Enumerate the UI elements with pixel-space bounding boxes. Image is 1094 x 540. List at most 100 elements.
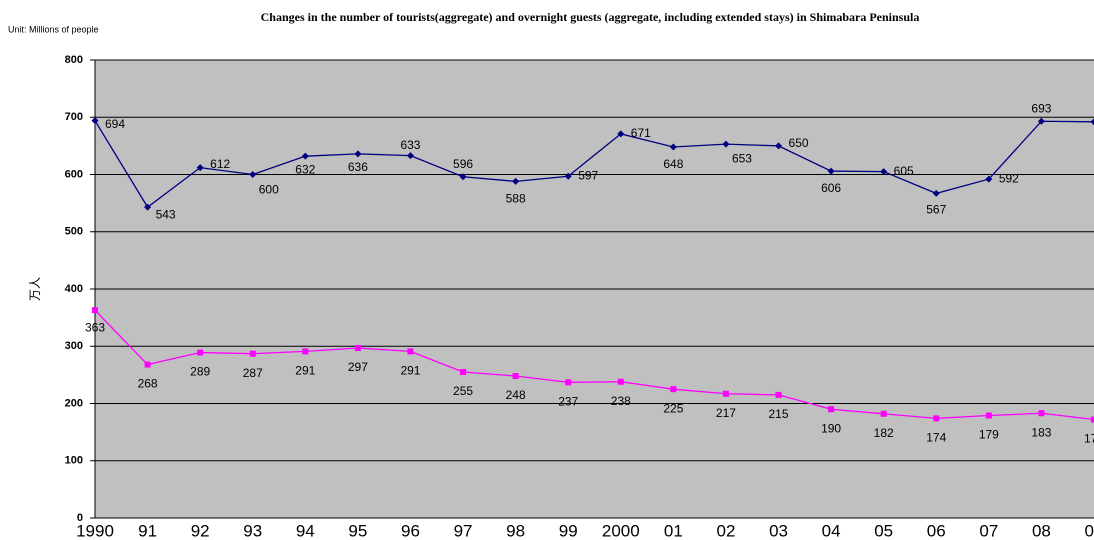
data-label: 215 [769,407,789,421]
unit-note: Unit: Millions of people [8,24,99,34]
data-marker [196,164,204,172]
x-tick-label: 09 [1085,521,1094,540]
x-tick-label: 1990 [76,521,114,540]
y-tick-label: 200 [65,397,83,409]
data-label: 592 [999,171,1019,185]
x-tick-label: 91 [138,521,157,540]
x-tick-label: 08 [1032,521,1051,540]
data-label: 172 [1084,432,1094,446]
data-marker [197,349,204,356]
data-marker [92,307,98,314]
data-label: 237 [558,394,578,408]
data-marker [722,140,730,148]
data-marker [302,348,309,355]
x-tick-label: 06 [927,521,946,540]
data-label: 606 [821,181,841,195]
y-tick-label: 700 [65,111,83,123]
data-marker [617,130,625,138]
x-tick-label: 97 [454,521,473,540]
data-marker [354,150,362,158]
data-marker [617,378,624,385]
data-marker [460,369,467,376]
y-tick-label: 400 [65,283,83,295]
data-label: 238 [611,394,631,408]
data-label: 289 [190,365,210,379]
x-tick-label: 02 [716,521,735,540]
data-label: 291 [295,364,315,378]
data-marker [669,143,677,151]
data-label: 297 [348,360,368,374]
data-label: 567 [926,203,946,217]
series-line [94,309,1094,421]
data-label: 363 [85,320,105,334]
data-marker [301,152,309,160]
data-marker [985,175,993,183]
data-marker [91,117,99,125]
data-marker [1091,416,1094,423]
data-label: 543 [156,207,176,221]
data-label: 588 [506,192,526,206]
data-marker [722,390,729,397]
data-marker [144,203,152,211]
x-tick-label: 95 [348,521,367,540]
data-marker [775,391,782,398]
x-tick-label: 98 [506,521,525,540]
data-label: 605 [894,164,914,178]
data-label: 653 [732,151,752,165]
data-marker [407,348,414,355]
data-marker [564,172,572,180]
data-label: 255 [453,384,473,398]
x-tick-label: 99 [559,521,578,540]
data-label: 693 [1031,101,1051,115]
series-line [94,120,1094,209]
data-label: 650 [789,136,809,150]
x-tick-label: 07 [979,521,998,540]
data-marker [827,167,835,175]
data-label: 183 [1031,425,1051,439]
data-label: 179 [979,428,999,442]
data-label: 182 [874,426,894,440]
y-tick-label: 800 [65,54,83,66]
data-marker [880,410,887,417]
data-label: 600 [259,183,279,197]
x-tick-label: 01 [664,521,683,540]
data-label: 633 [400,138,420,152]
data-marker [406,152,414,160]
data-marker [775,142,783,150]
y-axis-label: 万人 [28,277,42,301]
data-label: 694 [105,117,125,131]
data-label: 648 [663,157,683,171]
data-marker [933,415,940,422]
data-marker [1037,117,1045,125]
data-marker [249,350,256,357]
data-label: 596 [453,157,473,171]
data-marker [459,173,467,181]
data-marker [512,373,519,380]
data-marker [828,406,835,413]
data-marker [1038,410,1045,417]
y-tick-label: 100 [65,455,83,467]
x-tick-label: 94 [296,521,315,540]
data-marker [932,189,940,197]
data-marker [249,171,257,178]
x-tick-label: 96 [401,521,420,540]
data-label: 268 [138,377,158,391]
y-tick-label: 500 [65,226,83,238]
y-tick-label: 600 [65,168,83,180]
data-label: 597 [578,168,598,182]
x-tick-label: 93 [243,521,262,540]
data-label: 174 [926,431,946,445]
x-tick-label: 03 [769,521,788,540]
data-label: 671 [631,126,651,140]
x-tick-label: 92 [191,521,210,540]
data-label: 225 [663,401,683,415]
data-label: 291 [400,364,420,378]
data-marker [985,412,992,419]
x-tick-label: 05 [874,521,893,540]
data-label: 287 [243,366,263,380]
data-label: 632 [295,162,315,176]
data-marker [670,386,677,393]
data-label: 217 [716,406,736,420]
y-tick-label: 300 [65,340,83,352]
